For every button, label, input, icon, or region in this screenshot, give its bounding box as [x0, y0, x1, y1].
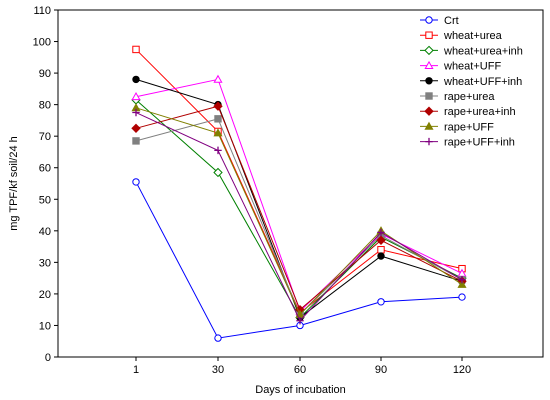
- series-wheat-uff-inh: [132, 75, 466, 322]
- series-crt: [132, 178, 466, 342]
- legend-marker: [424, 60, 434, 69]
- legend-label: wheat+UFF+inh: [443, 76, 522, 88]
- x-tick-label: 60: [294, 364, 306, 376]
- y-axis-title: mg TPF/kf soil/24 h: [8, 136, 20, 231]
- x-axis: 1 30 60 90 120: [133, 357, 471, 376]
- data-point: [213, 74, 223, 83]
- legend-item: wheat+urea: [420, 30, 503, 42]
- legend-marker: [425, 77, 433, 85]
- legend-marker: [425, 16, 433, 24]
- legend-marker: [425, 31, 433, 39]
- x-axis-title: Days of incubation: [255, 384, 346, 396]
- legend-label: rape+urea+inh: [444, 106, 516, 118]
- x-tick-label: 120: [453, 364, 471, 376]
- data-point: [457, 279, 467, 288]
- series-line: [135, 99, 463, 319]
- data-point: [213, 101, 223, 111]
- data-point: [458, 276, 466, 284]
- y-tick-label: 90: [39, 68, 51, 80]
- legend-item: Crt: [420, 15, 459, 27]
- legend-marker: [424, 45, 434, 56]
- legend-item: wheat+UFF+inh: [420, 76, 522, 88]
- data-point: [132, 75, 140, 84]
- y-tick-label: 80: [39, 100, 51, 112]
- series-rape-urea: [132, 115, 466, 319]
- series-line: [135, 105, 463, 311]
- data-point: [377, 228, 385, 237]
- data-point: [377, 246, 385, 254]
- y-tick-label: 100: [33, 37, 51, 49]
- series-rape-uff: [131, 103, 467, 318]
- legend-item: wheat+UFF: [420, 61, 501, 73]
- x-tick-label: 1: [133, 364, 139, 376]
- legend-item: rape+UFF+inh: [420, 137, 515, 149]
- series-line: [135, 78, 463, 313]
- y-tick-label: 0: [45, 352, 51, 364]
- legend-item: rape+urea: [420, 91, 495, 103]
- legend-item: rape+UFF: [420, 121, 494, 133]
- series-line: [135, 107, 463, 316]
- legend-label: wheat+UFF: [443, 61, 501, 73]
- data-point: [214, 146, 222, 155]
- legend-label: rape+UFF: [444, 121, 494, 133]
- series-line: [135, 49, 463, 314]
- data-point: [132, 137, 140, 145]
- y-tick-label: 70: [39, 131, 51, 143]
- data-point: [377, 252, 385, 260]
- y-tick-label: 40: [39, 226, 51, 238]
- data-point: [213, 128, 223, 137]
- legend: Crt wheat+urea wheat+urea+inh wheat+UFF whea…: [420, 15, 523, 149]
- legend-label: rape+urea: [444, 91, 495, 103]
- y-tick-label: 30: [39, 257, 51, 269]
- series-wheat-uff: [131, 74, 467, 315]
- legend-marker: [425, 92, 433, 100]
- y-tick-label: 110: [33, 5, 51, 17]
- y-tick-label: 10: [39, 320, 51, 332]
- data-point: [377, 298, 385, 306]
- data-point: [132, 108, 140, 117]
- legend-label: wheat+urea: [443, 30, 503, 42]
- legend-item: wheat+urea+inh: [420, 45, 523, 57]
- data-point: [132, 178, 140, 186]
- data-point: [213, 167, 223, 178]
- data-point: [132, 45, 140, 54]
- data-point: [458, 293, 466, 301]
- series-layer: [131, 45, 467, 342]
- x-tick-label: 90: [375, 364, 387, 376]
- y-axis: 0 10 20 30 40 50 60 70 80 90 100 110: [33, 5, 58, 364]
- data-point: [376, 235, 386, 245]
- legend-item: rape+urea+inh: [420, 106, 516, 118]
- legend-label: rape+UFF+inh: [444, 137, 515, 149]
- legend-marker: [424, 121, 434, 130]
- y-tick-label: 20: [39, 289, 51, 301]
- y-tick-label: 50: [39, 194, 51, 206]
- series-wheat-urea-inh: [131, 95, 467, 323]
- data-point: [214, 334, 222, 342]
- legend-marker: [425, 137, 433, 146]
- x-tick-label: 30: [212, 364, 224, 376]
- legend-label: Crt: [444, 15, 459, 27]
- series-line: [135, 118, 463, 316]
- data-point: [131, 123, 141, 134]
- data-point: [131, 92, 141, 101]
- series-rape-uff-inh: [132, 108, 466, 325]
- data-point: [214, 115, 222, 123]
- data-point: [296, 317, 304, 325]
- legend-marker: [424, 106, 434, 116]
- legend-label: wheat+urea+inh: [443, 45, 523, 57]
- y-tick-label: 60: [39, 163, 51, 175]
